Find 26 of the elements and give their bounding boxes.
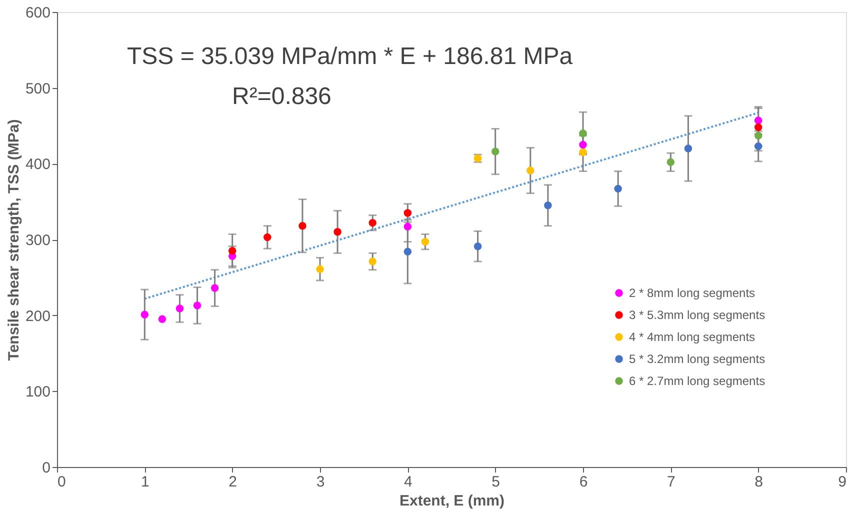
y-tick-label: 400 [25, 156, 50, 174]
legend-label: 3 * 5.3mm long segments [629, 308, 766, 322]
legend-label: 6 * 2.7mm long segments [629, 374, 766, 388]
x-tick-label: 8 [754, 474, 764, 490]
y-tick-label: 200 [25, 308, 50, 325]
y-tick-label: 100 [25, 384, 50, 401]
x-axis-title: Extent, E (mm) [399, 492, 505, 510]
legend-label: 5 * 3.2mm long segments [629, 352, 766, 366]
x-tick-label: 5 [492, 474, 500, 490]
y-axis-title: Tensile shear strength, TSS (MPa) [5, 119, 22, 361]
annotation: R²=0.836 [232, 83, 332, 110]
y-tick-label: 600 [25, 4, 50, 22]
x-tick-label: 1 [140, 474, 150, 490]
x-tick-label: 4 [404, 474, 412, 490]
x-tick-label: 7 [666, 474, 676, 490]
y-tick-label: 500 [25, 80, 50, 98]
y-tick-label: 0 [42, 460, 50, 476]
y-tick-label: 300 [25, 232, 50, 249]
annotation: TSS = 35.039 MPa/mm * E + 186.81 MPa [127, 43, 574, 70]
x-tick-label: 3 [316, 474, 325, 490]
legend-label: 4 * 4mm long segments [629, 330, 756, 344]
legend-label: 2 * 8mm long segments [629, 286, 756, 300]
x-tick-label: 6 [579, 474, 588, 490]
x-tick-label: 9 [838, 474, 846, 490]
x-tick-label: 2 [228, 474, 238, 490]
x-tick-label: 0 [58, 474, 66, 490]
